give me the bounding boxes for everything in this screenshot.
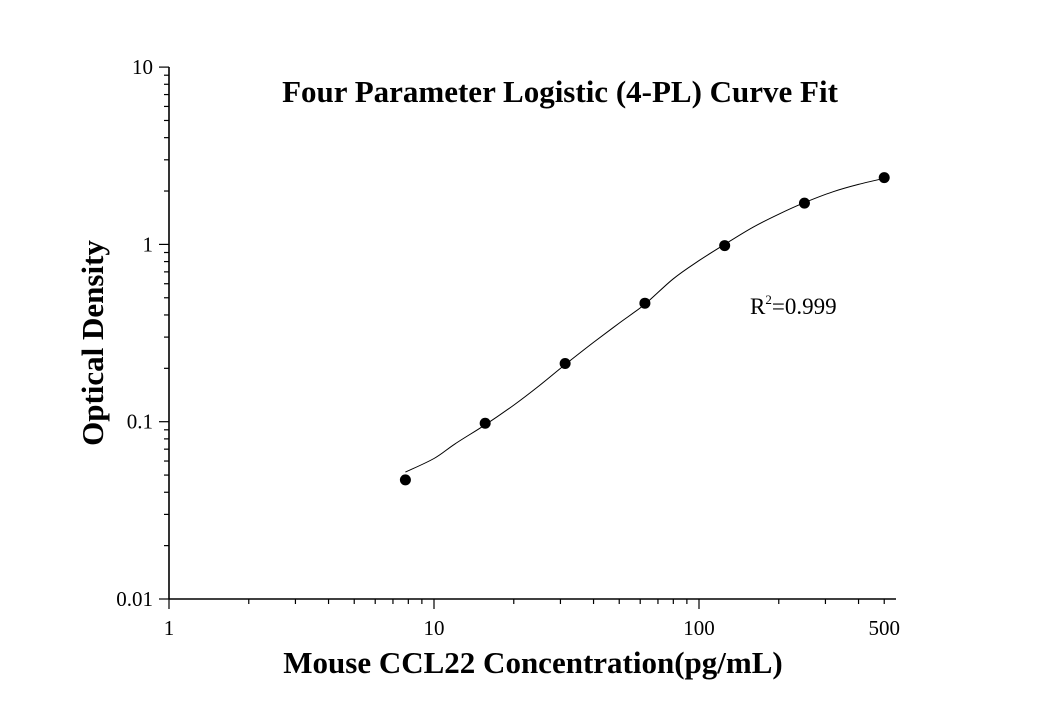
- x-tick-label: 10: [424, 616, 445, 640]
- x-axis-title: Mouse CCL22 Concentration(pg/mL): [283, 645, 782, 680]
- axes: [168, 67, 896, 600]
- y-tick-label: 1: [143, 232, 154, 256]
- data-points: [399, 172, 890, 486]
- x-tick-label: 100: [683, 616, 715, 640]
- data-point: [639, 297, 651, 309]
- r-squared-annotation: R2=0.999: [750, 292, 837, 319]
- chart-title: Four Parameter Logistic (4-PL) Curve Fit: [282, 74, 839, 109]
- r-squared-value: =0.999: [772, 294, 837, 319]
- data-point: [479, 417, 491, 429]
- y-tick-label: 0.1: [127, 410, 153, 434]
- x-tick-label: 500: [868, 616, 900, 640]
- r-squared-superscript: 2: [765, 292, 772, 307]
- r-squared-base: R: [750, 294, 766, 319]
- data-point: [399, 474, 411, 486]
- y-tick-label: 0.01: [116, 587, 153, 611]
- x-tick-label: 1: [164, 616, 175, 640]
- data-point: [798, 197, 810, 209]
- x-ticks: 1 10 100 500: [164, 599, 900, 640]
- fit-curve: [405, 177, 885, 473]
- data-point: [878, 172, 890, 184]
- y-tick-label: 10: [132, 55, 153, 79]
- data-point: [559, 357, 571, 369]
- data-point: [719, 240, 731, 252]
- y-ticks: 0.01 0.1 1 10: [116, 55, 169, 611]
- y-axis-title: Optical Density: [75, 240, 110, 446]
